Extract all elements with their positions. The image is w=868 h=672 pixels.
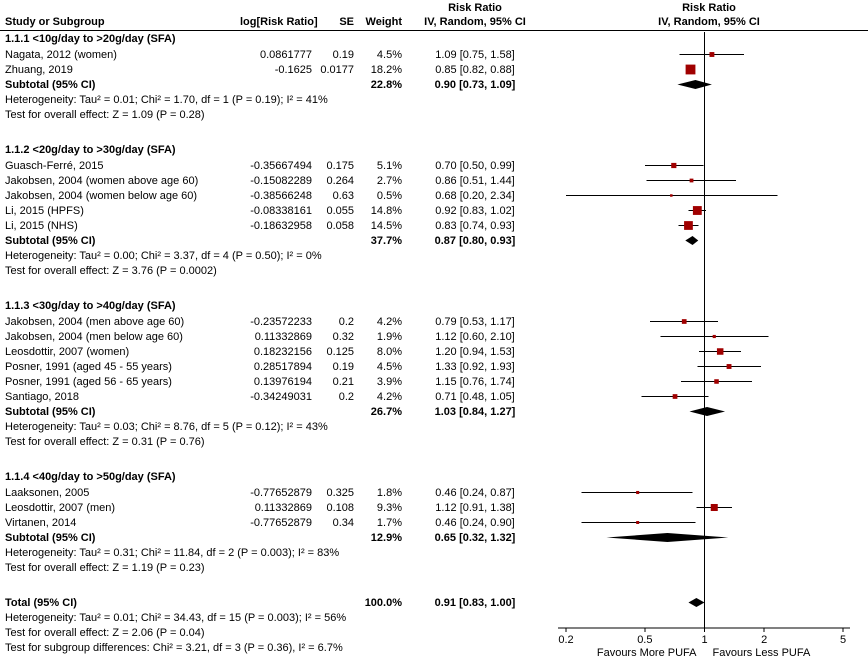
heterogeneity-note: Heterogeneity: Tau² = 0.01; Chi² = 1.70,… — [5, 93, 328, 106]
pooled-diamond — [689, 407, 726, 416]
effect-marker — [681, 319, 687, 324]
favours-right-label: Favours Less PUFA — [713, 647, 811, 659]
forest-plot-graphic: 0.2 0.5 1 2 5 Favours More PUFA Favours Less P… — [558, 32, 850, 659]
subtotal-row: Subtotal (95% CI) 12.9% 0.65 [0.32, 1.32] — [5, 531, 516, 544]
subgroup-differences-note: Test for subgroup differences: Chi² = 3.… — [5, 641, 343, 654]
study-row: Jakobsen, 2004 (men below age 60) 0.11332… — [5, 330, 515, 343]
effect-header-text-col: Risk Ratio — [448, 2, 502, 14]
study-row: Li, 2015 (NHS) -0.18632958 0.058 14.5% 0.83 … — [5, 219, 515, 232]
effect-marker — [636, 490, 640, 495]
heterogeneity-note: Heterogeneity: Tau² = 0.03; Chi² = 8.76,… — [5, 420, 328, 433]
axis-tick-label: 0.5 — [637, 634, 652, 646]
col-header-se: SE — [339, 16, 354, 28]
effect-marker — [726, 364, 732, 369]
pooled-diamond — [677, 80, 712, 89]
effect-marker — [670, 194, 673, 197]
study-row: Jakobsen, 2004 (women below age 60) -0.38… — [5, 189, 515, 202]
effect-marker — [709, 52, 715, 57]
pooled-diamond — [685, 236, 699, 245]
study-row: Laaksonen, 2005 -0.77652879 0.325 1.8% 0.46 … — [5, 486, 515, 499]
study-row: Virtanen, 2014 -0.77652879 0.34 1.7% 0.46 [0… — [5, 516, 515, 529]
study-row: Santiago, 2018 -0.34249031 0.2 4.2% 0.71 [0.… — [5, 390, 515, 403]
effect-marker — [716, 348, 724, 355]
subgroup-title: 1.1.4 <40g/day to >50g/day (SFA) — [5, 471, 176, 483]
axis-tick-label: 0.2 — [558, 634, 573, 646]
heterogeneity-note: Heterogeneity: Tau² = 0.01; Chi² = 34.43… — [5, 611, 347, 624]
effect-marker — [671, 162, 677, 169]
study-row: Guasch-Ferré, 2015 -0.35667494 0.175 5.1% 0.… — [5, 159, 515, 172]
axis-tick-label: 5 — [840, 634, 846, 646]
table-body: 1.1.1 <10g/day to >20g/day (SFA) Nagata, … — [0, 31, 868, 655]
pooled-diamond — [688, 598, 705, 607]
overall-effect-note: Test for overall effect: Z = 1.09 (P = 0… — [5, 108, 205, 121]
effect-header-plot-col: Risk Ratio — [682, 2, 736, 14]
study-row: Jakobsen, 2004 (women above age 60) -0.15… — [5, 174, 515, 187]
effect-marker — [710, 503, 718, 512]
axis-tick-label: 1 — [701, 634, 707, 646]
study-row: Li, 2015 (HPFS) -0.08338161 0.055 14.8% 0.92… — [5, 204, 515, 217]
subtotal-row: Subtotal (95% CI) 22.8% 0.90 [0.73, 1.09] — [5, 78, 516, 91]
overall-effect-note: Test for overall effect: Z = 3.76 (P = 0… — [5, 264, 217, 277]
overall-effect-note: Test for overall effect: Z = 0.31 (P = 0… — [5, 435, 205, 448]
effect-marker — [685, 64, 696, 75]
study-row: Jakobsen, 2004 (men above age 60) -0.2357… — [5, 315, 515, 328]
subgroup-title: 1.1.2 <20g/day to >30g/day (SFA) — [5, 144, 176, 156]
effect-marker — [689, 178, 694, 183]
study-row: Posner, 1991 (aged 45 - 55 years) 0.28517… — [5, 360, 515, 373]
table-header: Risk Ratio Risk Ratio Study or Subgroup … — [0, 0, 868, 31]
study-row: Nagata, 2012 (women) 0.0861777 0.19 4.5% 1.0… — [5, 48, 515, 61]
favours-left-label: Favours More PUFA — [597, 647, 697, 659]
col-header-ci-plot: IV, Random, 95% CI — [658, 16, 760, 28]
col-header-study: Study or Subgroup — [5, 16, 105, 28]
col-header-ci: IV, Random, 95% CI — [424, 16, 526, 28]
total-row: Total (95% CI) 100.0% 0.91 [0.83, 1.00] — [5, 596, 516, 609]
effect-marker — [712, 334, 716, 339]
col-header-log-rr: log[Risk Ratio] — [240, 16, 318, 28]
subtotal-row: Subtotal (95% CI) 37.7% 0.87 [0.80, 0.93] — [5, 234, 516, 247]
subgroup-title: 1.1.3 <30g/day to >40g/day (SFA) — [5, 300, 176, 312]
overall-effect-note: Test for overall effect: Z = 2.06 (P = 0… — [5, 626, 205, 639]
col-header-weight: Weight — [365, 16, 402, 28]
effect-marker — [684, 221, 693, 230]
study-row: Zhuang, 2019 -0.1625 0.0177 18.2% 0.85 [0.82… — [5, 63, 515, 76]
effect-marker — [636, 521, 640, 524]
subgroup-title: 1.1.1 <10g/day to >20g/day (SFA) — [5, 33, 176, 45]
axis-tick-label: 2 — [761, 634, 767, 646]
heterogeneity-note: Heterogeneity: Tau² = 0.00; Chi² = 3.37,… — [5, 249, 322, 262]
pooled-diamond — [606, 533, 729, 542]
subtotal-row: Subtotal (95% CI) 26.7% 1.03 [0.84, 1.27] — [5, 405, 516, 418]
effect-marker — [714, 379, 719, 384]
effect-marker — [672, 394, 678, 399]
effect-marker — [692, 206, 702, 215]
heterogeneity-note: Heterogeneity: Tau² = 0.31; Chi² = 11.84… — [5, 546, 340, 559]
study-row: Leosdottir, 2007 (men) 0.11332869 0.108 9.3… — [5, 501, 515, 514]
overall-effect-note: Test for overall effect: Z = 1.19 (P = 0… — [5, 561, 205, 574]
study-row: Posner, 1991 (aged 56 - 65 years) 0.13976… — [5, 375, 515, 388]
study-row: Leosdottir, 2007 (women) 0.18232156 0.125 8… — [5, 345, 515, 358]
